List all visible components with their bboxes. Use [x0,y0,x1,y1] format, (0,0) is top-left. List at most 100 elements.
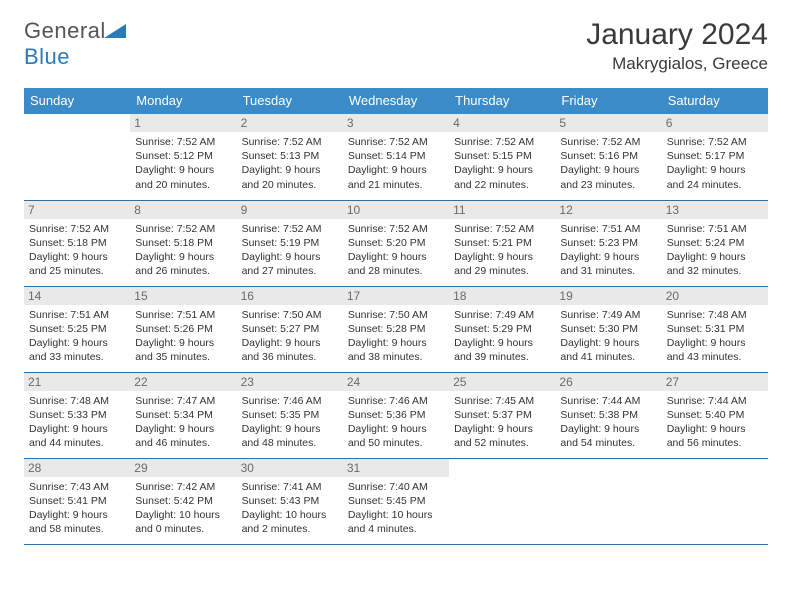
sunrise-text: Sunrise: 7:52 AM [348,222,445,236]
calendar-header-row: SundayMondayTuesdayWednesdayThursdayFrid… [24,88,768,114]
logo-word-2: Blue [24,44,70,69]
day-details: Sunrise: 7:50 AMSunset: 5:27 PMDaylight:… [241,307,339,365]
sunset-text: Sunset: 5:31 PM [667,322,764,336]
day-number: 31 [343,459,449,477]
daylight-text: Daylight: 9 hours and 25 minutes. [29,250,126,278]
day-details: Sunrise: 7:46 AMSunset: 5:35 PMDaylight:… [241,393,339,451]
day-number: 5 [555,114,661,132]
calendar-day-cell: 17 Sunrise: 7:50 AMSunset: 5:28 PMDayligh… [343,286,449,372]
sunset-text: Sunset: 5:18 PM [29,236,126,250]
daylight-text: Daylight: 9 hours and 31 minutes. [560,250,657,278]
daylight-text: Daylight: 9 hours and 54 minutes. [560,422,657,450]
calendar-day-cell: 6Sunrise: 7:52 AMSunset: 5:17 PMDaylight… [662,114,768,200]
sunset-text: Sunset: 5:19 PM [242,236,339,250]
daylight-text: Daylight: 10 hours and 0 minutes. [135,508,232,536]
day-number: 23 [237,373,343,391]
daylight-text: Daylight: 9 hours and 33 minutes. [29,336,126,364]
calendar-day-cell [662,458,768,544]
daylight-text: Daylight: 9 hours and 26 minutes. [135,250,232,278]
day-details: Sunrise: 7:51 AMSunset: 5:25 PMDaylight:… [28,307,126,365]
sunrise-text: Sunrise: 7:51 AM [560,222,657,236]
daylight-text: Daylight: 9 hours and 22 minutes. [454,163,551,191]
calendar-page: GeneralBlue January 2024 Makrygialos, Gr… [0,0,792,555]
day-details: Sunrise: 7:51 AMSunset: 5:23 PMDaylight:… [559,221,657,279]
sunrise-text: Sunrise: 7:52 AM [135,135,232,149]
sunrise-text: Sunrise: 7:44 AM [667,394,764,408]
day-number: 13 [662,201,768,219]
calendar-day-cell: 14Sunrise: 7:51 AMSunset: 5:25 PMDayligh… [24,286,130,372]
day-number: 8 [130,201,236,219]
daylight-text: Daylight: 9 hours and 23 minutes. [560,163,657,191]
calendar-day-cell: 13Sunrise: 7:51 AMSunset: 5:24 PMDayligh… [662,200,768,286]
day-number: 6 [662,114,768,132]
calendar-day-cell [449,458,555,544]
sunrise-text: Sunrise: 7:51 AM [135,308,232,322]
sunset-text: Sunset: 5:43 PM [242,494,339,508]
calendar-day-cell: 23 Sunrise: 7:46 AMSunset: 5:35 PMDayligh… [237,372,343,458]
calendar-day-cell: 16Sunrise: 7:50 AMSunset: 5:27 PMDayligh… [237,286,343,372]
calendar-body: 1Sunrise: 7:52 AMSunset: 5:12 PMDaylight… [24,114,768,544]
calendar-day-cell: 19Sunrise: 7:49 AMSunset: 5:30 PMDayligh… [555,286,661,372]
day-number: 11 [449,201,555,219]
calendar-day-cell: 21Sunrise: 7:48 AMSunset: 5:33 PMDayligh… [24,372,130,458]
calendar-day-cell: 10Sunrise: 7:52 AMSunset: 5:20 PMDayligh… [343,200,449,286]
day-details: Sunrise: 7:52 AMSunset: 5:19 PMDaylight:… [241,221,339,279]
day-number: 22 [130,373,236,391]
day-number: 21 [24,373,130,391]
calendar-day-cell: 11 Sunrise: 7:52 AMSunset: 5:21 PMDayligh… [449,200,555,286]
daylight-text: Daylight: 9 hours and 39 minutes. [454,336,551,364]
day-number: 24 [343,373,449,391]
calendar-day-cell: 31 Sunrise: 7:40 AMSunset: 5:45 PMDayligh… [343,458,449,544]
weekday-header: Sunday [24,88,130,114]
day-details: Sunrise: 7:52 AMSunset: 5:12 PMDaylight:… [134,134,232,192]
sunrise-text: Sunrise: 7:52 AM [560,135,657,149]
day-details: Sunrise: 7:50 AMSunset: 5:28 PMDaylight:… [347,307,445,365]
header: GeneralBlue January 2024 Makrygialos, Gr… [24,18,768,74]
daylight-text: Daylight: 9 hours and 36 minutes. [242,336,339,364]
location-label: Makrygialos, Greece [586,54,768,74]
day-details: Sunrise: 7:52 AMSunset: 5:14 PMDaylight:… [347,134,445,192]
sunset-text: Sunset: 5:29 PM [454,322,551,336]
calendar-table: SundayMondayTuesdayWednesdayThursdayFrid… [24,88,768,545]
sunset-text: Sunset: 5:38 PM [560,408,657,422]
sunrise-text: Sunrise: 7:51 AM [29,308,126,322]
sunrise-text: Sunrise: 7:47 AM [135,394,232,408]
sunrise-text: Sunrise: 7:46 AM [348,394,445,408]
calendar-day-cell: 12Sunrise: 7:51 AMSunset: 5:23 PMDayligh… [555,200,661,286]
daylight-text: Daylight: 9 hours and 52 minutes. [454,422,551,450]
calendar-week-row: 28Sunrise: 7:43 AMSunset: 5:41 PMDayligh… [24,458,768,544]
weekday-header: Friday [555,88,661,114]
day-number: 2 [237,114,343,132]
calendar-day-cell [555,458,661,544]
day-details: Sunrise: 7:41 AMSunset: 5:43 PMDaylight:… [241,479,339,537]
calendar-week-row: 1Sunrise: 7:52 AMSunset: 5:12 PMDaylight… [24,114,768,200]
daylight-text: Daylight: 9 hours and 46 minutes. [135,422,232,450]
day-details: Sunrise: 7:47 AMSunset: 5:34 PMDaylight:… [134,393,232,451]
sunset-text: Sunset: 5:40 PM [667,408,764,422]
day-details: Sunrise: 7:52 AMSunset: 5:21 PMDaylight:… [453,221,551,279]
sunrise-text: Sunrise: 7:42 AM [135,480,232,494]
sunrise-text: Sunrise: 7:48 AM [667,308,764,322]
day-number: 19 [555,287,661,305]
calendar-day-cell: 3Sunrise: 7:52 AMSunset: 5:14 PMDaylight… [343,114,449,200]
sunset-text: Sunset: 5:26 PM [135,322,232,336]
sunrise-text: Sunrise: 7:48 AM [29,394,126,408]
sunset-text: Sunset: 5:34 PM [135,408,232,422]
sunset-text: Sunset: 5:20 PM [348,236,445,250]
sunrise-text: Sunrise: 7:52 AM [454,222,551,236]
sunrise-text: Sunrise: 7:46 AM [242,394,339,408]
sunset-text: Sunset: 5:24 PM [667,236,764,250]
day-number: 17 [343,287,449,305]
calendar-day-cell: 26Sunrise: 7:44 AMSunset: 5:38 PMDayligh… [555,372,661,458]
day-details: Sunrise: 7:46 AMSunset: 5:36 PMDaylight:… [347,393,445,451]
day-details: Sunrise: 7:40 AMSunset: 5:45 PMDaylight:… [347,479,445,537]
day-number: 30 [237,459,343,477]
day-number: 9 [237,201,343,219]
sunset-text: Sunset: 5:16 PM [560,149,657,163]
calendar-day-cell: 29Sunrise: 7:42 AMSunset: 5:42 PMDayligh… [130,458,236,544]
day-number: 10 [343,201,449,219]
calendar-day-cell: 9 Sunrise: 7:52 AMSunset: 5:19 PMDaylight… [237,200,343,286]
calendar-day-cell: 8Sunrise: 7:52 AMSunset: 5:18 PMDaylight… [130,200,236,286]
sunrise-text: Sunrise: 7:40 AM [348,480,445,494]
calendar-week-row: 7Sunrise: 7:52 AMSunset: 5:18 PMDaylight… [24,200,768,286]
